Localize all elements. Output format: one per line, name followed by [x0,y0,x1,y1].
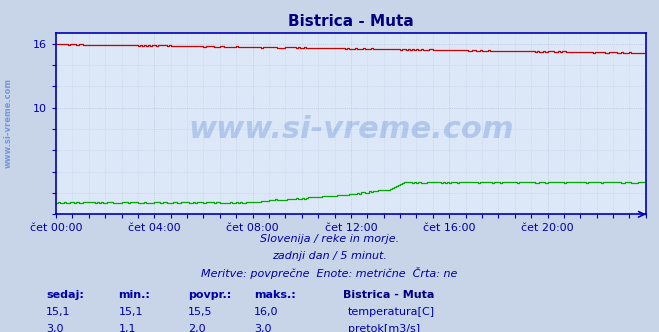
Text: 1,1: 1,1 [119,324,136,332]
Text: povpr.:: povpr.: [188,290,231,300]
Text: pretok[m3/s]: pretok[m3/s] [348,324,420,332]
Text: www.si-vreme.com: www.si-vreme.com [3,78,13,168]
Text: min.:: min.: [119,290,150,300]
Text: 15,5: 15,5 [188,307,212,317]
Text: Bistrica - Muta: Bistrica - Muta [343,290,434,300]
Text: 3,0: 3,0 [254,324,272,332]
Text: 16,0: 16,0 [254,307,278,317]
Text: 2,0: 2,0 [188,324,206,332]
Text: 15,1: 15,1 [119,307,143,317]
Text: zadnji dan / 5 minut.: zadnji dan / 5 minut. [272,251,387,261]
Text: www.si-vreme.com: www.si-vreme.com [188,115,514,144]
Text: 15,1: 15,1 [46,307,71,317]
Text: Meritve: povprečne  Enote: metrične  Črta: ne: Meritve: povprečne Enote: metrične Črta:… [201,267,458,279]
Title: Bistrica - Muta: Bistrica - Muta [288,14,414,29]
Text: sedaj:: sedaj: [46,290,84,300]
Text: 3,0: 3,0 [46,324,64,332]
Text: maks.:: maks.: [254,290,295,300]
Text: temperatura[C]: temperatura[C] [348,307,435,317]
Text: Slovenija / reke in morje.: Slovenija / reke in morje. [260,234,399,244]
